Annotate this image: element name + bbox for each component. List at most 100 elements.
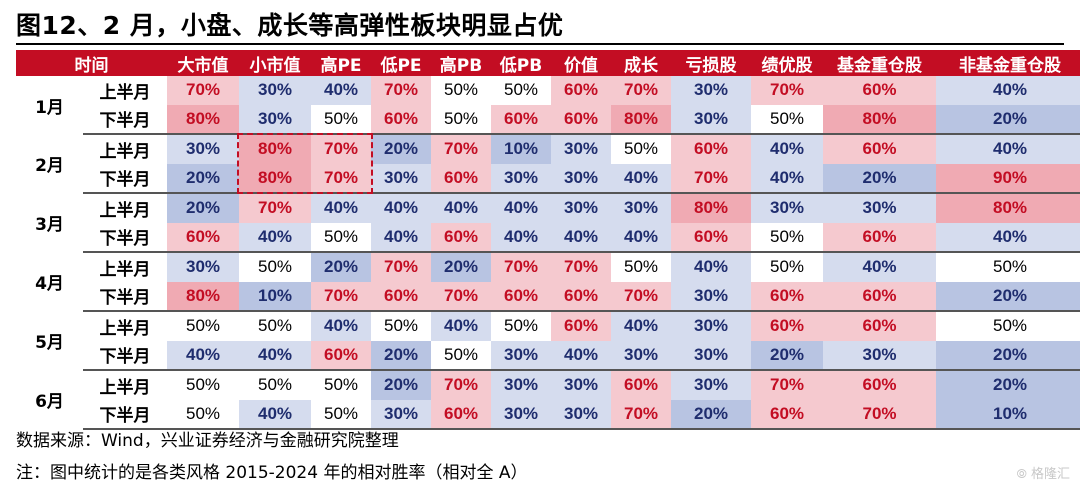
value-cell: 60% [671, 222, 751, 253]
value-cell: 50% [167, 399, 239, 430]
half-month-label: 下半月 [83, 222, 167, 253]
value-cell: 20% [936, 370, 1080, 400]
value-cell: 30% [671, 76, 751, 105]
value-cell: 40% [611, 163, 671, 194]
value-cell: 10% [936, 399, 1080, 430]
value-cell: 40% [611, 222, 671, 253]
value-cell: 50% [431, 76, 491, 105]
half-month-label: 下半月 [83, 281, 167, 312]
value-cell: 30% [371, 163, 431, 194]
value-cell: 40% [167, 340, 239, 371]
value-cell: 50% [431, 340, 491, 371]
value-cell: 40% [751, 134, 823, 164]
value-cell: 70% [311, 134, 371, 164]
value-cell: 80% [611, 104, 671, 135]
value-cell: 50% [751, 252, 823, 282]
half-month-label: 下半月 [83, 399, 167, 430]
value-cell: 70% [431, 281, 491, 312]
value-cell: 30% [239, 104, 311, 135]
value-cell: 80% [936, 193, 1080, 223]
value-cell: 50% [936, 311, 1080, 341]
value-cell: 70% [611, 281, 671, 312]
value-cell: 60% [551, 104, 611, 135]
value-cell: 50% [611, 134, 671, 164]
value-cell: 10% [239, 281, 311, 312]
value-cell: 50% [371, 311, 431, 341]
value-cell: 70% [371, 76, 431, 105]
half-month-label: 上半月 [83, 311, 167, 341]
value-cell: 70% [751, 76, 823, 105]
value-cell: 80% [239, 163, 311, 194]
half-month-label: 下半月 [83, 104, 167, 135]
value-cell: 80% [671, 193, 751, 223]
value-cell: 30% [491, 163, 551, 194]
value-cell: 70% [431, 134, 491, 164]
value-cell: 60% [551, 281, 611, 312]
half-month-label: 上半月 [83, 252, 167, 282]
value-cell: 60% [431, 163, 491, 194]
table-body: 1月 上半月 70% 30% 40% 70% 50% 50% 60% 70% 30% 70% 60% 40… [16, 76, 1080, 430]
value-cell: 30% [491, 370, 551, 400]
value-cell: 40% [311, 76, 371, 105]
month-label: 4月 [16, 252, 83, 311]
table-row: 下半月 60% 40% 50% 40% 60% 40% 40% 40% 60% 50% 60% 40% [16, 222, 1080, 253]
value-cell: 50% [491, 311, 551, 341]
value-cell: 40% [936, 134, 1080, 164]
value-cell: 20% [936, 281, 1080, 312]
value-cell: 70% [239, 193, 311, 223]
column-header: 低PE [371, 50, 431, 76]
value-cell: 80% [167, 281, 239, 312]
value-cell: 60% [823, 281, 936, 312]
value-cell: 70% [611, 76, 671, 105]
value-cell: 80% [167, 104, 239, 135]
value-cell: 60% [611, 370, 671, 400]
table-row: 下半月 50% 40% 50% 30% 60% 30% 30% 70% 20% 60% 70% 10% [16, 399, 1080, 430]
value-cell: 60% [431, 399, 491, 430]
half-month-label: 上半月 [83, 76, 167, 105]
value-cell: 30% [167, 252, 239, 282]
footnote: 注：图中统计的是各类风格 2015-2024 年的相对胜率（相对全 A） [16, 463, 528, 483]
value-cell: 60% [671, 134, 751, 164]
table-header-row: 时间 大市值 小市值 高PE 低PE 高PB 低PB 价值 成长 亏损股 绩优股 基金重仓股 非基金重仓… [16, 50, 1080, 76]
value-cell: 60% [751, 281, 823, 312]
value-cell: 40% [936, 76, 1080, 105]
value-cell: 30% [671, 104, 751, 135]
value-cell: 30% [671, 370, 751, 400]
value-cell: 30% [239, 76, 311, 105]
value-cell: 50% [611, 252, 671, 282]
value-cell: 60% [823, 76, 936, 105]
value-cell: 50% [167, 370, 239, 400]
value-cell: 60% [551, 311, 611, 341]
value-cell: 40% [239, 222, 311, 253]
month-label: 6月 [16, 370, 83, 429]
value-cell: 30% [823, 193, 936, 223]
table-row: 1月 上半月 70% 30% 40% 70% 50% 50% 60% 70% 30% 70% 60% 40… [16, 76, 1080, 134]
value-cell: 70% [823, 399, 936, 430]
month-label: 1月 [16, 76, 83, 134]
value-cell: 50% [751, 104, 823, 135]
header-time: 时间 [16, 50, 167, 76]
value-cell: 50% [311, 222, 371, 253]
source-note: 数据来源：Wind，兴业证券经济与金融研究院整理 [16, 431, 399, 451]
column-header: 价值 [551, 50, 611, 76]
half-month-label: 上半月 [83, 134, 167, 164]
value-cell: 60% [751, 311, 823, 341]
column-header: 成长 [611, 50, 671, 76]
column-header: 非基金重仓股 [936, 50, 1080, 76]
value-cell: 30% [491, 340, 551, 371]
value-cell: 40% [551, 340, 611, 371]
value-cell: 60% [823, 370, 936, 400]
value-cell: 70% [311, 163, 371, 194]
column-header: 高PB [431, 50, 491, 76]
table-row: 下半月 80% 30% 50% 60% 50% 60% 60% 80% 30% 50% 80% 20% [16, 104, 1080, 135]
value-cell: 70% [491, 252, 551, 282]
value-cell: 50% [311, 104, 371, 135]
value-cell: 40% [823, 252, 936, 282]
table-row: 2月 上半月 30% 80% 70% 20% 70% 10% 30% 50% 60% 40% 60% 40… [16, 134, 1080, 193]
table-row: 3月 上半月 20% 70% 40% 40% 40% 40% 30% 30% 80% 30% 30% 80… [16, 193, 1080, 252]
value-cell: 30% [167, 134, 239, 164]
value-cell: 20% [751, 340, 823, 371]
value-cell: 70% [311, 281, 371, 312]
value-cell: 30% [491, 399, 551, 430]
value-cell: 20% [936, 340, 1080, 371]
